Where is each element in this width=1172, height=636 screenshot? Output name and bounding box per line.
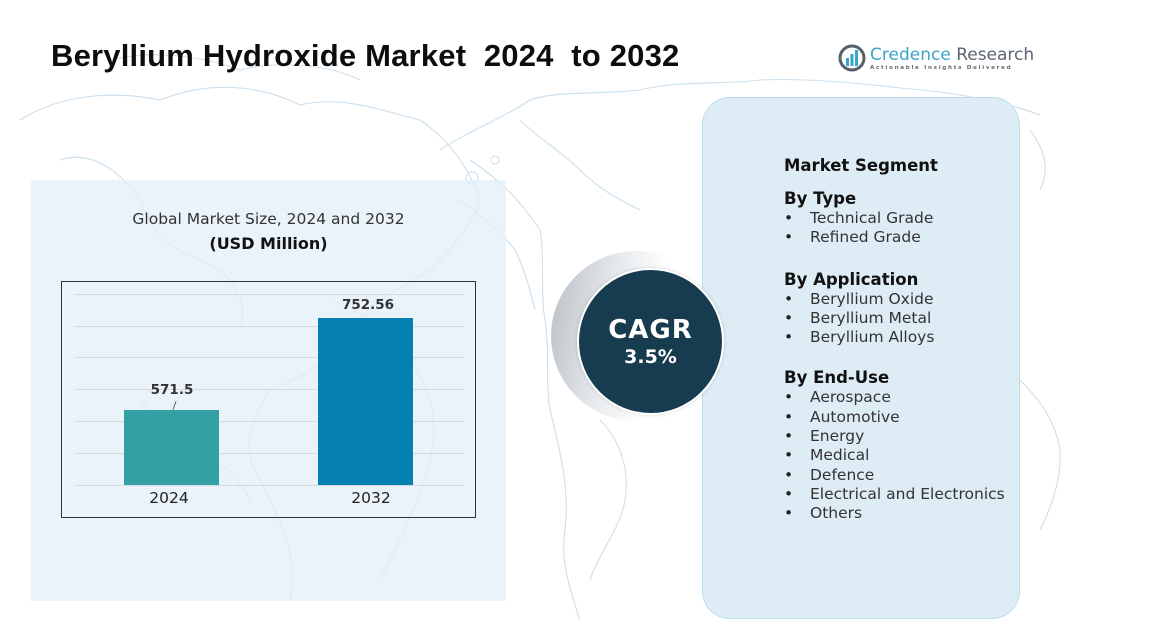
page-title: Beryllium Hydroxide Market 2024 to 2032	[51, 38, 680, 73]
bullet-icon: •	[784, 427, 794, 446]
credence-research-logo: Credence Research Actionable Insights De…	[838, 44, 1034, 72]
segment-item: • Beryllium Oxide	[784, 289, 934, 308]
segment-item: • Medical	[784, 446, 870, 465]
bullet-icon: •	[784, 407, 794, 426]
segment-item: • Beryllium Alloys	[784, 328, 935, 347]
bullet-icon: •	[784, 446, 794, 465]
bullet-icon: •	[784, 308, 794, 327]
market-segment-content: Market Segment By Type • Technical Grade …	[784, 156, 1005, 541]
bullet-icon: •	[784, 209, 794, 227]
segment-group-title: By Application	[784, 269, 919, 289]
gridline	[74, 357, 464, 358]
bullet-icon: •	[784, 388, 794, 407]
gridline-baseline	[74, 485, 464, 486]
logo-name: Credence Research	[870, 44, 1035, 65]
bar-chart: 571.5 2024 752.56 2032	[61, 281, 476, 518]
segment-group-application: By Application • Beryllium Oxide • Berylli…	[784, 270, 1005, 348]
bullet-icon: •	[784, 465, 794, 484]
label-leader-line	[172, 401, 177, 410]
gridline	[74, 294, 464, 295]
segment-item: • Energy	[784, 427, 865, 446]
bullet-icon: •	[784, 328, 794, 347]
bar-2024	[124, 410, 219, 485]
segment-group-end-use: By End-Use • Aerospace • Automotive • Energ…	[784, 368, 1005, 523]
segment-group-title: By End-Use	[784, 368, 890, 388]
segment-item: • Technical Grade	[784, 209, 934, 227]
segment-item: • Automotive	[784, 407, 900, 426]
segment-heading: Market Segment	[784, 156, 938, 175]
bar-value-label-2024: 571.5	[150, 382, 194, 398]
chart-panel	[31, 180, 506, 601]
segment-item: • Aerospace	[784, 388, 891, 407]
gridline	[74, 453, 464, 454]
market-segment-panel	[702, 97, 1020, 619]
segment-item: • Defence	[784, 465, 875, 484]
segment-item: • Beryllium Metal	[784, 308, 932, 327]
cagr-badge: CAGR 3.5%	[577, 268, 724, 415]
segment-group-title: By Type	[784, 189, 857, 208]
chart-unit: (USD Million)	[209, 234, 328, 253]
chart-title: Global Market Size, 2024 and 2032	[132, 210, 405, 228]
cagr-value: 3.5%	[624, 345, 677, 368]
cagr-label: CAGR	[608, 314, 693, 345]
segment-group-type: By Type • Technical Grade • Refined Grade	[784, 189, 1005, 248]
segment-item: • Others	[784, 504, 863, 523]
gridline	[74, 421, 464, 422]
bar-value-label-2032: 752.56	[341, 297, 395, 313]
bullet-icon: •	[784, 504, 794, 523]
bullet-icon: •	[784, 289, 794, 308]
logo-tagline: Actionable Insights Delivered	[870, 64, 1013, 71]
gridline	[74, 389, 464, 390]
gridline	[74, 326, 464, 327]
x-label-2024: 2024	[149, 489, 189, 507]
bar-chart-circle-icon	[838, 44, 866, 72]
bar-2032	[318, 318, 413, 485]
bullet-icon: •	[784, 484, 794, 503]
segment-item: • Electrical and Electronics	[784, 484, 1005, 503]
segment-item: • Refined Grade	[784, 228, 921, 247]
bullet-icon: •	[784, 228, 794, 247]
x-label-2032: 2032	[351, 489, 391, 507]
